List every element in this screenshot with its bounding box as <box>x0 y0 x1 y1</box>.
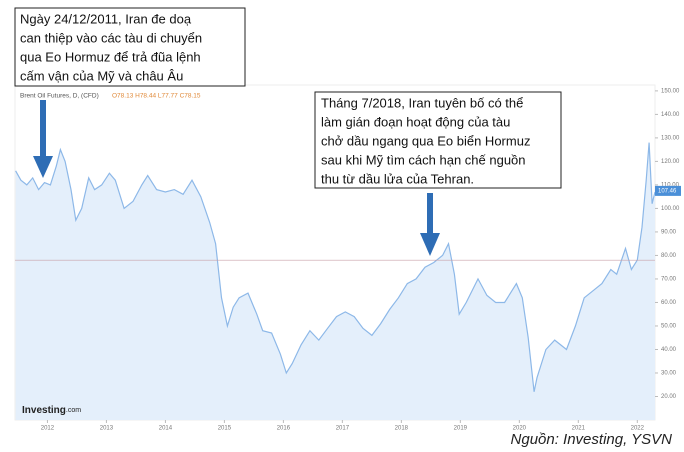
logo: Investing.com <box>22 405 81 416</box>
x-tick-label: 2015 <box>218 426 232 432</box>
last-price-marker <box>655 185 681 196</box>
x-tick-label: 2017 <box>336 426 350 432</box>
arrow <box>33 100 53 178</box>
annotation-text: Tháng 7/2018, Iran tuyên bố có thể <box>321 95 523 110</box>
y-tick-label: 40.00 <box>661 347 677 353</box>
y-tick-label: 130.00 <box>661 135 680 141</box>
plot-area: 20.00 30.00 40.00 50.00 60.00 70.00 80.00 90.00… <box>14 84 681 432</box>
annotation-box <box>314 91 562 189</box>
y-tick-label: 90.00 <box>661 230 677 236</box>
x-tick-label: 2016 <box>277 426 291 432</box>
ohlc: O78.13 H78.44 L77.77 C78.15 <box>112 93 201 100</box>
annotation-text: can thiệp vào các tàu di chuyển <box>20 30 202 45</box>
y-tick-label: 70.00 <box>661 277 677 283</box>
arrow <box>420 193 440 256</box>
x-tick-label: 2019 <box>454 426 468 432</box>
annotation-box <box>14 7 246 87</box>
x-tick-label: 2012 <box>41 426 55 432</box>
y-tick-label: 20.00 <box>661 394 677 400</box>
annotation-text: làm gián đoạn hoạt động của tàu <box>321 114 510 129</box>
logo-suffix: .com <box>66 407 81 414</box>
y-tick-label: 140.00 <box>661 112 680 118</box>
area <box>15 142 656 420</box>
annotation-text: Ngày 24/12/2011, Iran đe doạ <box>20 11 192 26</box>
y-tick-label: 60.00 <box>661 300 677 306</box>
y-tick-label: 120.00 <box>661 159 680 165</box>
annotation-text: chở dầu ngang qua Eo biển Hormuz <box>321 133 530 148</box>
line <box>15 142 656 392</box>
chart-title: Brent Oil Futures, D, (CFD) <box>20 93 99 100</box>
y-tick-label: 150.00 <box>661 88 680 94</box>
y-tick-label: 80.00 <box>661 253 677 259</box>
logo-text: Investing <box>22 405 66 416</box>
x-tick-label: 2021 <box>572 426 586 432</box>
x-tick-label: 2013 <box>100 426 114 432</box>
x-tick-label: 2020 <box>513 426 527 432</box>
x-tick-label: 2018 <box>395 426 409 432</box>
x-tick-label: 2022 <box>631 426 645 432</box>
x-tick-label: 2014 <box>159 426 173 432</box>
annotation-text: sau khi Mỹ tìm cách hạn chế nguồn <box>321 152 526 167</box>
annotation-text: cấm vận của Mỹ và châu Âu <box>20 68 183 83</box>
y-tick-label: 110.00 <box>661 182 680 188</box>
y-tick-label: 30.00 <box>661 371 677 377</box>
annotation-text: thu từ dầu lửa của Tehran. <box>321 171 474 186</box>
last-price-label: 107.46 <box>658 188 677 194</box>
y-tick-label: 100.00 <box>661 206 680 212</box>
source: Nguồn: Investing, YSVN <box>511 431 673 448</box>
annotation-text: qua Eo Hormuz để trả đũa lệnh <box>20 49 201 64</box>
y-tick-label: 50.00 <box>661 324 677 330</box>
